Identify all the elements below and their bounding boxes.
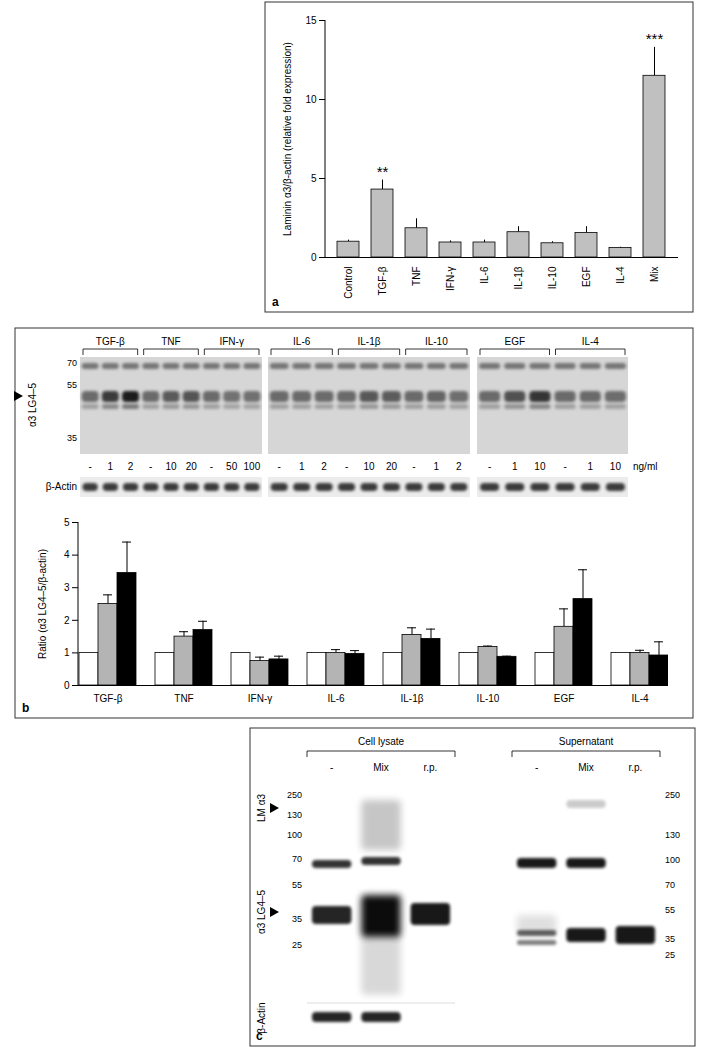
svg-text:1: 1 — [587, 461, 593, 472]
svg-text:IL-4: IL-4 — [615, 266, 626, 284]
svg-text:10: 10 — [534, 461, 546, 472]
svg-text:100: 100 — [287, 830, 302, 840]
svg-text:1: 1 — [108, 461, 114, 472]
svg-text:***: *** — [646, 30, 664, 47]
svg-text:-: - — [149, 461, 152, 472]
svg-text:IL-6: IL-6 — [327, 693, 345, 704]
svg-text:α3 LG4–5: α3 LG4–5 — [27, 382, 38, 427]
svg-text:b: b — [22, 701, 29, 715]
svg-text:IL-10: IL-10 — [477, 693, 500, 704]
svg-text:Control: Control — [343, 267, 354, 299]
svg-text:IL-10: IL-10 — [425, 336, 448, 347]
svg-text:Supernatant: Supernatant — [559, 736, 614, 747]
svg-text:70: 70 — [292, 854, 302, 864]
svg-text:-: - — [88, 461, 91, 472]
svg-text:1: 1 — [434, 461, 440, 472]
svg-text:55: 55 — [292, 880, 302, 890]
svg-text:Mix: Mix — [373, 762, 389, 773]
svg-text:55: 55 — [665, 905, 675, 915]
svg-text:250: 250 — [665, 790, 680, 800]
svg-text:IL-1β: IL-1β — [401, 693, 424, 704]
svg-text:55: 55 — [67, 380, 77, 390]
svg-text:IFN-γ: IFN-γ — [219, 336, 243, 347]
svg-text:Mix: Mix — [649, 267, 660, 283]
svg-text:ng/ml: ng/ml — [633, 461, 657, 472]
svg-text:TNF: TNF — [411, 267, 422, 286]
svg-text:15: 15 — [305, 15, 317, 26]
svg-text:β-Actin: β-Actin — [256, 1002, 267, 1033]
svg-text:4: 4 — [64, 549, 70, 560]
svg-text:1: 1 — [512, 461, 518, 472]
svg-text:EGF: EGF — [504, 336, 525, 347]
svg-text:TGF-β: TGF-β — [93, 693, 122, 704]
svg-text:Laminin α3/β-actin (relative f: Laminin α3/β-actin (relative fold expres… — [282, 42, 293, 236]
svg-text:1: 1 — [64, 647, 70, 658]
svg-text:130: 130 — [287, 810, 302, 820]
svg-text:70: 70 — [67, 358, 77, 368]
svg-text:0: 0 — [64, 680, 70, 691]
svg-text:c: c — [256, 1029, 263, 1043]
svg-text:2: 2 — [64, 615, 70, 626]
svg-text:IL-1β: IL-1β — [513, 266, 524, 289]
svg-text:2: 2 — [321, 461, 327, 472]
svg-text:-: - — [535, 762, 538, 773]
svg-text:-: - — [345, 461, 348, 472]
svg-text:130: 130 — [665, 830, 680, 840]
svg-text:20: 20 — [386, 461, 398, 472]
svg-text:10: 10 — [610, 461, 622, 472]
svg-text:10: 10 — [363, 461, 375, 472]
svg-text:IFN-γ: IFN-γ — [248, 693, 272, 704]
svg-text:LM α3: LM α3 — [256, 794, 267, 822]
svg-text:IL-6: IL-6 — [293, 336, 311, 347]
svg-text:-: - — [563, 461, 566, 472]
svg-text:IL-4: IL-4 — [631, 693, 649, 704]
svg-text:IL-10: IL-10 — [547, 266, 558, 289]
svg-text:50: 50 — [226, 461, 238, 472]
svg-text:IL-6: IL-6 — [479, 266, 490, 284]
svg-text:Cell lysate: Cell lysate — [358, 736, 405, 747]
svg-text:-: - — [488, 461, 491, 472]
svg-text:Mix: Mix — [578, 762, 594, 773]
svg-text:2: 2 — [128, 461, 134, 472]
svg-text:10: 10 — [165, 461, 177, 472]
svg-text:**: ** — [377, 163, 389, 180]
svg-text:-: - — [210, 461, 213, 472]
svg-text:-: - — [278, 461, 281, 472]
svg-text:TGF-β: TGF-β — [377, 266, 388, 295]
svg-text:β-Actin: β-Actin — [46, 481, 77, 492]
svg-text:100: 100 — [244, 461, 261, 472]
svg-text:25: 25 — [292, 940, 302, 950]
svg-text:35: 35 — [665, 934, 675, 944]
svg-text:TNF: TNF — [161, 336, 180, 347]
svg-text:100: 100 — [665, 855, 680, 865]
svg-text:70: 70 — [665, 880, 675, 890]
svg-text:EGF: EGF — [554, 693, 575, 704]
svg-text:0: 0 — [311, 252, 317, 263]
svg-text:35: 35 — [67, 433, 77, 443]
svg-text:TGF-β: TGF-β — [96, 336, 125, 347]
svg-text:20: 20 — [186, 461, 198, 472]
svg-text:2: 2 — [456, 461, 462, 472]
svg-text:Ratio (α3 LG4–5/β-actin): Ratio (α3 LG4–5/β-actin) — [37, 549, 48, 659]
svg-text:3: 3 — [64, 582, 70, 593]
svg-text:5: 5 — [64, 517, 70, 528]
svg-text:IFN-γ: IFN-γ — [445, 267, 456, 291]
svg-text:5: 5 — [311, 173, 317, 184]
svg-text:α3 LG4–5: α3 LG4–5 — [256, 889, 267, 934]
svg-text:TNF: TNF — [174, 693, 193, 704]
svg-text:25: 25 — [665, 950, 675, 960]
svg-text:10: 10 — [305, 94, 317, 105]
svg-text:-: - — [330, 762, 333, 773]
svg-text:250: 250 — [287, 790, 302, 800]
svg-text:EGF: EGF — [581, 267, 592, 288]
svg-text:-: - — [412, 461, 415, 472]
svg-text:a: a — [272, 295, 279, 309]
svg-text:IL-1β: IL-1β — [358, 336, 381, 347]
svg-text:35: 35 — [292, 914, 302, 924]
svg-text:r.p.: r.p. — [423, 762, 437, 773]
svg-text:IL-4: IL-4 — [582, 336, 600, 347]
svg-text:r.p.: r.p. — [628, 762, 642, 773]
svg-text:1: 1 — [299, 461, 305, 472]
